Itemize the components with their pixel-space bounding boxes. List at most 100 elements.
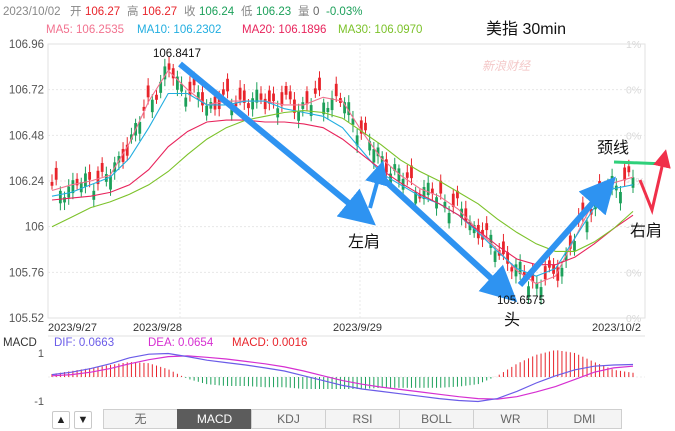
candle-body bbox=[493, 251, 497, 262]
candle-body bbox=[150, 99, 154, 113]
scroll-up-button[interactable]: ▲ bbox=[52, 411, 70, 429]
candle-body bbox=[439, 180, 443, 194]
candle-body bbox=[217, 98, 221, 110]
candle-body bbox=[117, 156, 121, 163]
candle-body bbox=[67, 186, 71, 198]
tab-5[interactable]: WR bbox=[473, 409, 548, 429]
ma-legend-item: MA20: 106.1896 bbox=[242, 24, 326, 36]
candle-body bbox=[167, 63, 171, 70]
tab-6[interactable]: DMI bbox=[547, 409, 622, 429]
candle-body bbox=[121, 148, 125, 162]
tab-3[interactable]: RSI bbox=[325, 409, 400, 429]
candle-body bbox=[288, 91, 292, 100]
candle-body bbox=[297, 110, 301, 121]
y-tick-label: 106.48 bbox=[9, 130, 44, 142]
change-value: -0.03% bbox=[326, 6, 362, 18]
pct-tick-label: -1% bbox=[626, 222, 645, 234]
candle-body bbox=[560, 267, 564, 277]
right-shoulder-label: 右肩 bbox=[630, 222, 662, 240]
candle-body bbox=[276, 108, 280, 118]
neckline-label: 颈线 bbox=[597, 139, 629, 157]
tab-1[interactable]: MACD bbox=[177, 409, 252, 429]
candle-body bbox=[104, 174, 108, 182]
candle-body bbox=[627, 166, 631, 173]
candle-body bbox=[397, 168, 401, 182]
candle-body bbox=[476, 224, 480, 239]
candle-body bbox=[585, 221, 589, 233]
candle-body bbox=[163, 66, 167, 80]
watermark: 新浪财经 bbox=[482, 59, 532, 73]
candle-body bbox=[506, 252, 510, 264]
x-tick-label: 2023/9/28 bbox=[133, 322, 182, 334]
candle-body bbox=[568, 235, 572, 249]
close-label: 收 bbox=[184, 4, 196, 18]
candle-body bbox=[539, 287, 543, 298]
candle-body bbox=[619, 191, 622, 204]
candle-body bbox=[464, 208, 468, 222]
candle-body bbox=[272, 93, 275, 102]
open-label: 开 bbox=[70, 6, 82, 18]
candle-body bbox=[175, 76, 179, 90]
candle-body bbox=[205, 105, 209, 116]
y-tick-label: 105.76 bbox=[9, 267, 44, 279]
candle-body bbox=[100, 162, 104, 172]
tab-2[interactable]: KDJ bbox=[251, 409, 326, 429]
candle-body bbox=[221, 89, 225, 95]
pct-tick-label: 0% bbox=[626, 85, 641, 97]
candle-body bbox=[426, 182, 430, 196]
ma-line-ma10 bbox=[51, 92, 634, 277]
candle-body bbox=[284, 85, 288, 95]
y-tick-label: 105.52 bbox=[9, 313, 44, 325]
candle-body bbox=[430, 188, 434, 194]
candle-body bbox=[485, 223, 489, 231]
candle-body bbox=[109, 176, 112, 190]
tab-4[interactable]: BOLL bbox=[399, 409, 474, 429]
y-tick-label: 106.72 bbox=[9, 85, 44, 97]
candle-body bbox=[280, 92, 284, 106]
candle-body bbox=[293, 99, 296, 113]
volume-label: 量 bbox=[298, 5, 310, 18]
candle-body bbox=[318, 77, 321, 91]
scroll-down-button[interactable]: ▼ bbox=[74, 411, 92, 429]
candle-body bbox=[451, 193, 455, 207]
candle-body bbox=[330, 98, 334, 111]
candle-body bbox=[502, 241, 505, 255]
candle-body bbox=[522, 271, 526, 277]
pct-tick-label: 0% bbox=[626, 130, 641, 142]
candle-body bbox=[146, 85, 150, 98]
candle-body bbox=[410, 165, 413, 179]
ma-legend-item: MA5: 106.2535 bbox=[46, 24, 124, 36]
candle-body bbox=[238, 87, 242, 100]
ma-line-ma20 bbox=[51, 119, 634, 266]
tab-0[interactable]: 无 bbox=[103, 409, 178, 429]
low-value: 106.23 bbox=[256, 6, 291, 18]
candle-body bbox=[75, 178, 79, 186]
candle-body bbox=[259, 93, 263, 100]
bounce-arrow bbox=[365, 160, 389, 209]
candle-body bbox=[368, 141, 372, 151]
macd-panel: MACD DIF: 0.0663 DEA: 0.0654 MACD: 0.0016 1 -… bbox=[3, 335, 645, 408]
candle-body bbox=[184, 97, 188, 107]
candle-body bbox=[125, 144, 129, 156]
ma-legend-item: MA10: 106.2302 bbox=[137, 24, 221, 36]
candle-body bbox=[359, 120, 363, 134]
candle-body bbox=[334, 83, 338, 97]
candle-body bbox=[447, 213, 451, 224]
downtrend-arrow-2 bbox=[379, 175, 518, 303]
candle-body bbox=[372, 149, 376, 163]
candle-body bbox=[234, 102, 238, 107]
downtrend-arrow-1 bbox=[178, 61, 376, 226]
macd-value-label: MACD: 0.0016 bbox=[232, 337, 307, 349]
x-tick-label: 2023/9/29 bbox=[333, 322, 382, 334]
ma-line-ma5 bbox=[51, 69, 634, 285]
candle-body bbox=[623, 167, 627, 181]
head-label: 头 bbox=[504, 311, 520, 329]
candle-body bbox=[58, 190, 62, 204]
y-tick-label: 106.24 bbox=[9, 176, 45, 188]
uptrend-arrow bbox=[517, 176, 616, 287]
candle-body bbox=[610, 175, 614, 189]
neckline-line bbox=[613, 160, 667, 166]
candle-body bbox=[130, 134, 133, 140]
close-value: 106.24 bbox=[199, 6, 235, 18]
